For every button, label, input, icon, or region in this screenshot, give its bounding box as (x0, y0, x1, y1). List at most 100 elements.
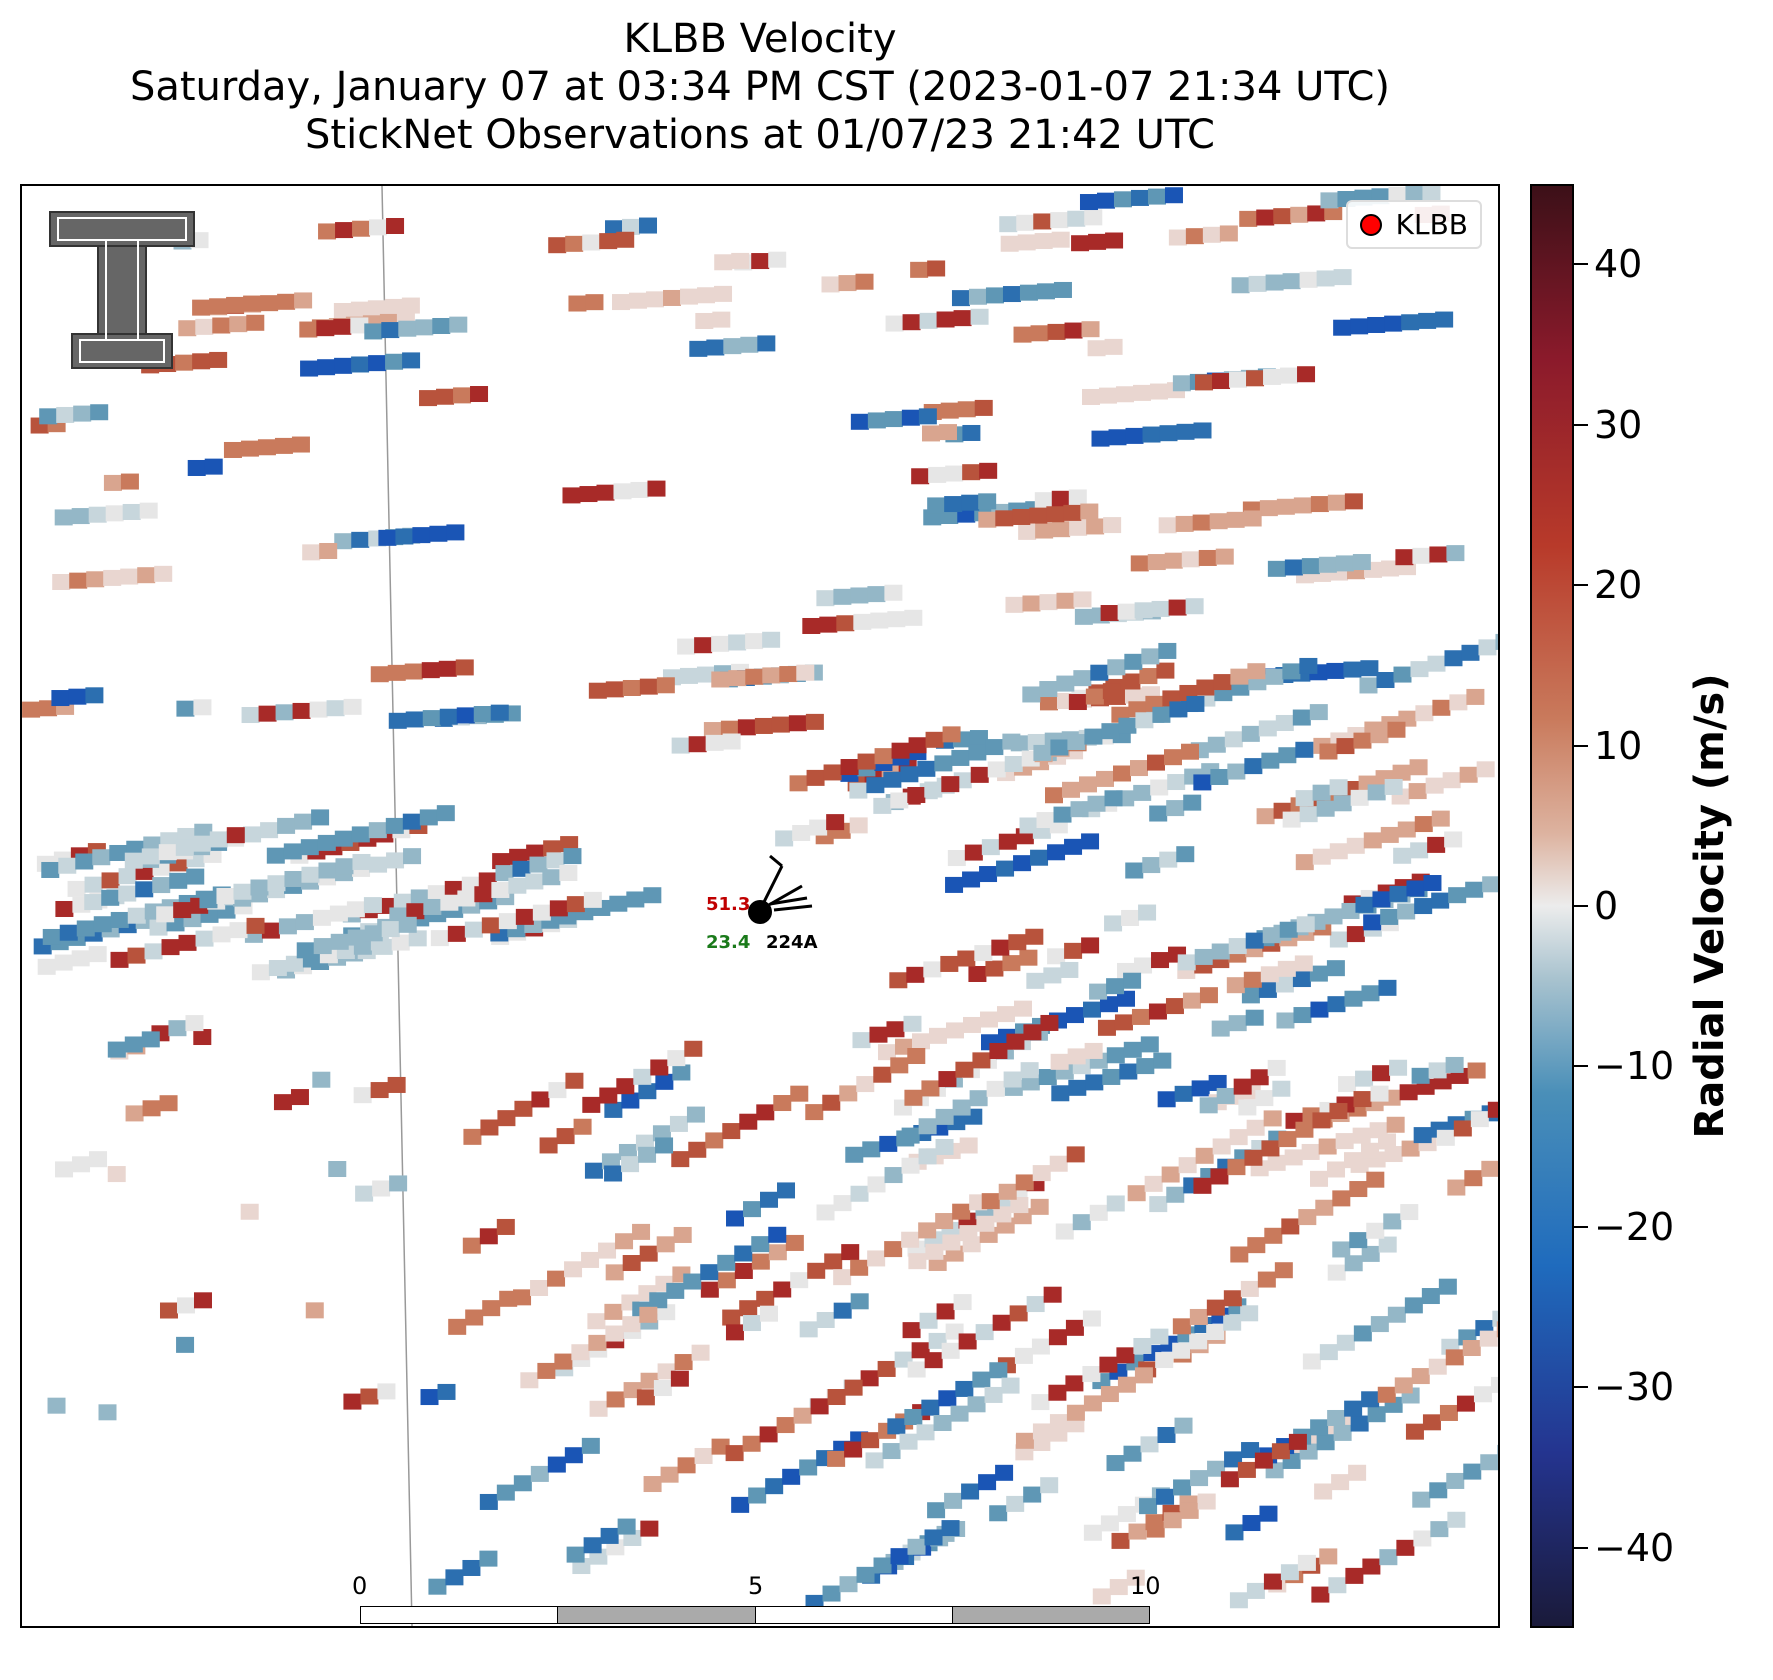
velocity-cell (604, 1165, 623, 1182)
velocity-cell (819, 616, 838, 633)
velocity-cell (901, 1231, 920, 1248)
velocity-cell (1106, 1455, 1125, 1472)
velocity-cell (512, 860, 531, 877)
velocity-cell (1047, 948, 1066, 965)
velocity-cell (723, 338, 742, 355)
velocity-cell (726, 1210, 745, 1227)
velocity-cell (694, 1447, 713, 1464)
velocity-cell (1168, 229, 1187, 246)
velocity-cell (677, 1457, 696, 1474)
velocity-cell (643, 887, 662, 904)
velocity-cell (1055, 1223, 1074, 1240)
velocity-cell (1384, 1146, 1403, 1163)
velocity-cell (295, 914, 314, 931)
velocity-cell (583, 1537, 602, 1554)
velocity-cell (1470, 1111, 1489, 1128)
velocity-cell (309, 701, 328, 718)
velocity-cell (995, 1464, 1014, 1481)
velocity-cell (481, 917, 500, 934)
velocity-cell (429, 525, 448, 542)
velocity-cell (330, 933, 349, 950)
velocity-cell (725, 1324, 744, 1341)
velocity-cell (809, 819, 828, 836)
velocity-cell (689, 340, 708, 357)
velocity-cell (377, 1383, 396, 1400)
velocity-cell (300, 360, 319, 377)
velocity-cell (158, 844, 177, 861)
velocity-cell (1411, 1067, 1430, 1084)
velocity-cell (1128, 1523, 1147, 1540)
velocity-cell (1002, 955, 1021, 972)
velocity-cell (1116, 1347, 1135, 1364)
velocity-cell (154, 565, 173, 582)
velocity-cell (1389, 1059, 1408, 1076)
velocity-cell (363, 897, 382, 914)
velocity-cell (1155, 1352, 1174, 1369)
velocity-cell (1146, 1521, 1165, 1538)
velocity-cell (1404, 1297, 1423, 1314)
velocity-cell (1263, 1573, 1282, 1590)
velocity-cell (1278, 1131, 1297, 1148)
velocity-cell (940, 955, 959, 972)
velocity-cell (609, 895, 628, 912)
velocity-cell (1399, 1084, 1418, 1101)
velocity-cell (537, 1362, 556, 1379)
velocity-cell (1346, 837, 1365, 854)
velocity-cell (911, 468, 930, 485)
velocity-cell (369, 219, 388, 236)
velocity-cell (1259, 1505, 1278, 1522)
velocity-cell (870, 612, 889, 629)
velocity-cell (1068, 1079, 1087, 1096)
velocity-cell (492, 853, 511, 870)
velocity-cell (565, 235, 584, 252)
velocity-cell (1073, 670, 1092, 687)
velocity-cell (277, 817, 296, 834)
velocity-cell (850, 1259, 869, 1276)
velocity-cell (353, 1087, 372, 1104)
velocity-cell (190, 232, 209, 249)
velocity-cell (1384, 778, 1403, 795)
velocity-cell (961, 494, 980, 511)
velocity-cell (369, 856, 388, 873)
velocity-cell (694, 637, 713, 654)
velocity-cell (1230, 668, 1249, 685)
velocity-cell (722, 1309, 741, 1326)
velocity-cell (697, 287, 716, 304)
velocity-cell (910, 261, 929, 278)
velocity-cell (1022, 595, 1041, 612)
velocity-cell (617, 1518, 636, 1535)
colorbar-tick-label: −40 (1594, 1525, 1675, 1570)
velocity-cell (294, 813, 313, 830)
velocity-cell (1367, 1406, 1386, 1423)
velocity-cell (351, 826, 370, 843)
velocity-cell (1123, 1041, 1142, 1058)
velocity-cell (600, 1527, 619, 1544)
velocity-cell (86, 571, 105, 588)
velocity-cell (1367, 316, 1386, 333)
velocity-cell (1159, 851, 1178, 868)
velocity-cell (773, 1095, 792, 1112)
velocity-cell (1320, 192, 1339, 209)
velocity-cell (1284, 1149, 1303, 1166)
velocity-cell (605, 1264, 624, 1281)
velocity-cell (940, 402, 959, 419)
velocity-cell (1326, 960, 1345, 977)
velocity-cell (1130, 760, 1149, 777)
velocity-cell (436, 388, 455, 405)
velocity-cell (1083, 1001, 1102, 1018)
velocity-cell (921, 425, 940, 442)
radar-map[interactable]: KLBB 51.3 23.4 224A 0 5 10 km (20, 184, 1500, 1628)
velocity-cell (705, 1132, 724, 1149)
velocity-cell (873, 1066, 892, 1083)
velocity-cell (120, 568, 139, 585)
velocity-cell (616, 231, 635, 248)
velocity-cell (1033, 744, 1052, 761)
velocity-cell (1085, 1074, 1104, 1091)
velocity-cell (52, 574, 71, 591)
velocity-cell (294, 292, 313, 309)
velocity-cell (372, 1180, 391, 1197)
velocity-cell (395, 528, 414, 545)
velocity-cell (904, 609, 923, 626)
velocity-cell (384, 298, 403, 315)
velocity-cell (1063, 504, 1082, 521)
